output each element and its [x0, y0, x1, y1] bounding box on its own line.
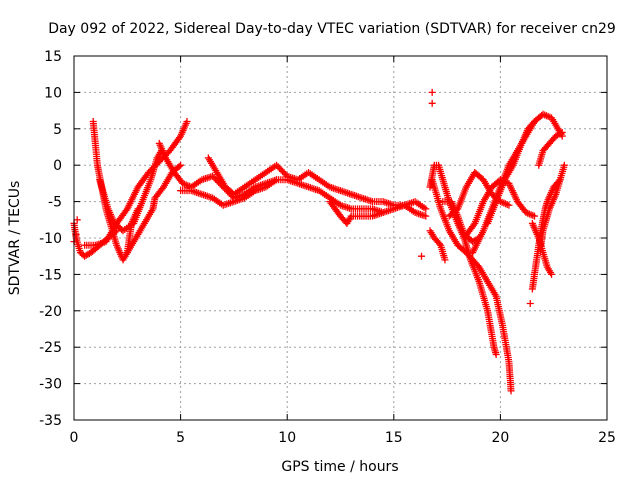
- data-point: [531, 212, 539, 220]
- data-point: [209, 172, 217, 180]
- y-tick-label: 15: [44, 49, 62, 65]
- x-tick-label: 5: [176, 430, 185, 446]
- data-point: [379, 209, 387, 217]
- x-tick-label: 20: [491, 430, 509, 446]
- data-point: [548, 270, 556, 278]
- x-axis-label: GPS time / hours: [281, 459, 398, 475]
- data-point: [428, 99, 436, 107]
- y-tick-label: -10: [39, 231, 62, 247]
- grid-lines: [74, 56, 607, 420]
- data-point: [526, 300, 534, 308]
- data-point: [555, 177, 563, 185]
- data-point: [560, 161, 568, 169]
- data-point: [155, 158, 163, 166]
- y-tick-label: 10: [44, 85, 62, 101]
- data-point: [529, 119, 537, 127]
- data-point: [152, 161, 160, 169]
- data-point: [422, 212, 430, 220]
- plot-frame: [73, 55, 608, 421]
- chart-title: Day 092 of 2022, Sidereal Day-to-day VTE…: [48, 21, 616, 37]
- data-point: [418, 252, 426, 260]
- data-point: [151, 162, 159, 170]
- data-point: [175, 162, 183, 170]
- data-point: [505, 201, 513, 209]
- data-point: [183, 118, 191, 126]
- x-tick-label: 15: [385, 430, 403, 446]
- y-tick-label: -35: [39, 413, 62, 429]
- data-point: [558, 128, 566, 136]
- data-point: [531, 118, 539, 126]
- data-point: [441, 256, 449, 264]
- y-tick-label: 0: [53, 158, 62, 174]
- data-point: [148, 165, 156, 173]
- data-point: [280, 169, 288, 177]
- data-point: [177, 161, 185, 169]
- x-tick-label: 10: [278, 430, 296, 446]
- data-point: [428, 88, 436, 96]
- data-point: [154, 159, 162, 167]
- data-point: [492, 350, 500, 358]
- data-point: [273, 161, 281, 169]
- data-point: [470, 221, 478, 229]
- data-point: [556, 176, 564, 184]
- y-axis-label: SDTVAR / TECUs: [7, 181, 23, 296]
- data-point: [422, 205, 430, 213]
- y-tick-label: -5: [48, 195, 62, 211]
- y-tick-label: -20: [39, 304, 62, 320]
- data-point: [73, 216, 81, 224]
- data-point: [507, 387, 515, 395]
- data-point: [145, 168, 153, 176]
- x-tick-label: 0: [70, 430, 79, 446]
- data-point: [557, 129, 565, 137]
- y-tick-label: 5: [53, 122, 62, 138]
- data-point: [210, 174, 218, 182]
- data-point: [276, 164, 284, 172]
- data-point: [279, 167, 287, 175]
- y-tick-label: -15: [39, 267, 62, 283]
- data-point: [146, 167, 154, 175]
- data-point: [157, 156, 165, 164]
- y-tick-label: -25: [39, 340, 62, 356]
- y-tick-label: -30: [39, 377, 62, 393]
- data-point: [435, 240, 443, 248]
- data-point: [274, 163, 282, 171]
- x-tick-label: 25: [598, 430, 616, 446]
- data-points: [70, 88, 568, 395]
- data-point: [277, 166, 285, 174]
- data-point: [149, 164, 157, 172]
